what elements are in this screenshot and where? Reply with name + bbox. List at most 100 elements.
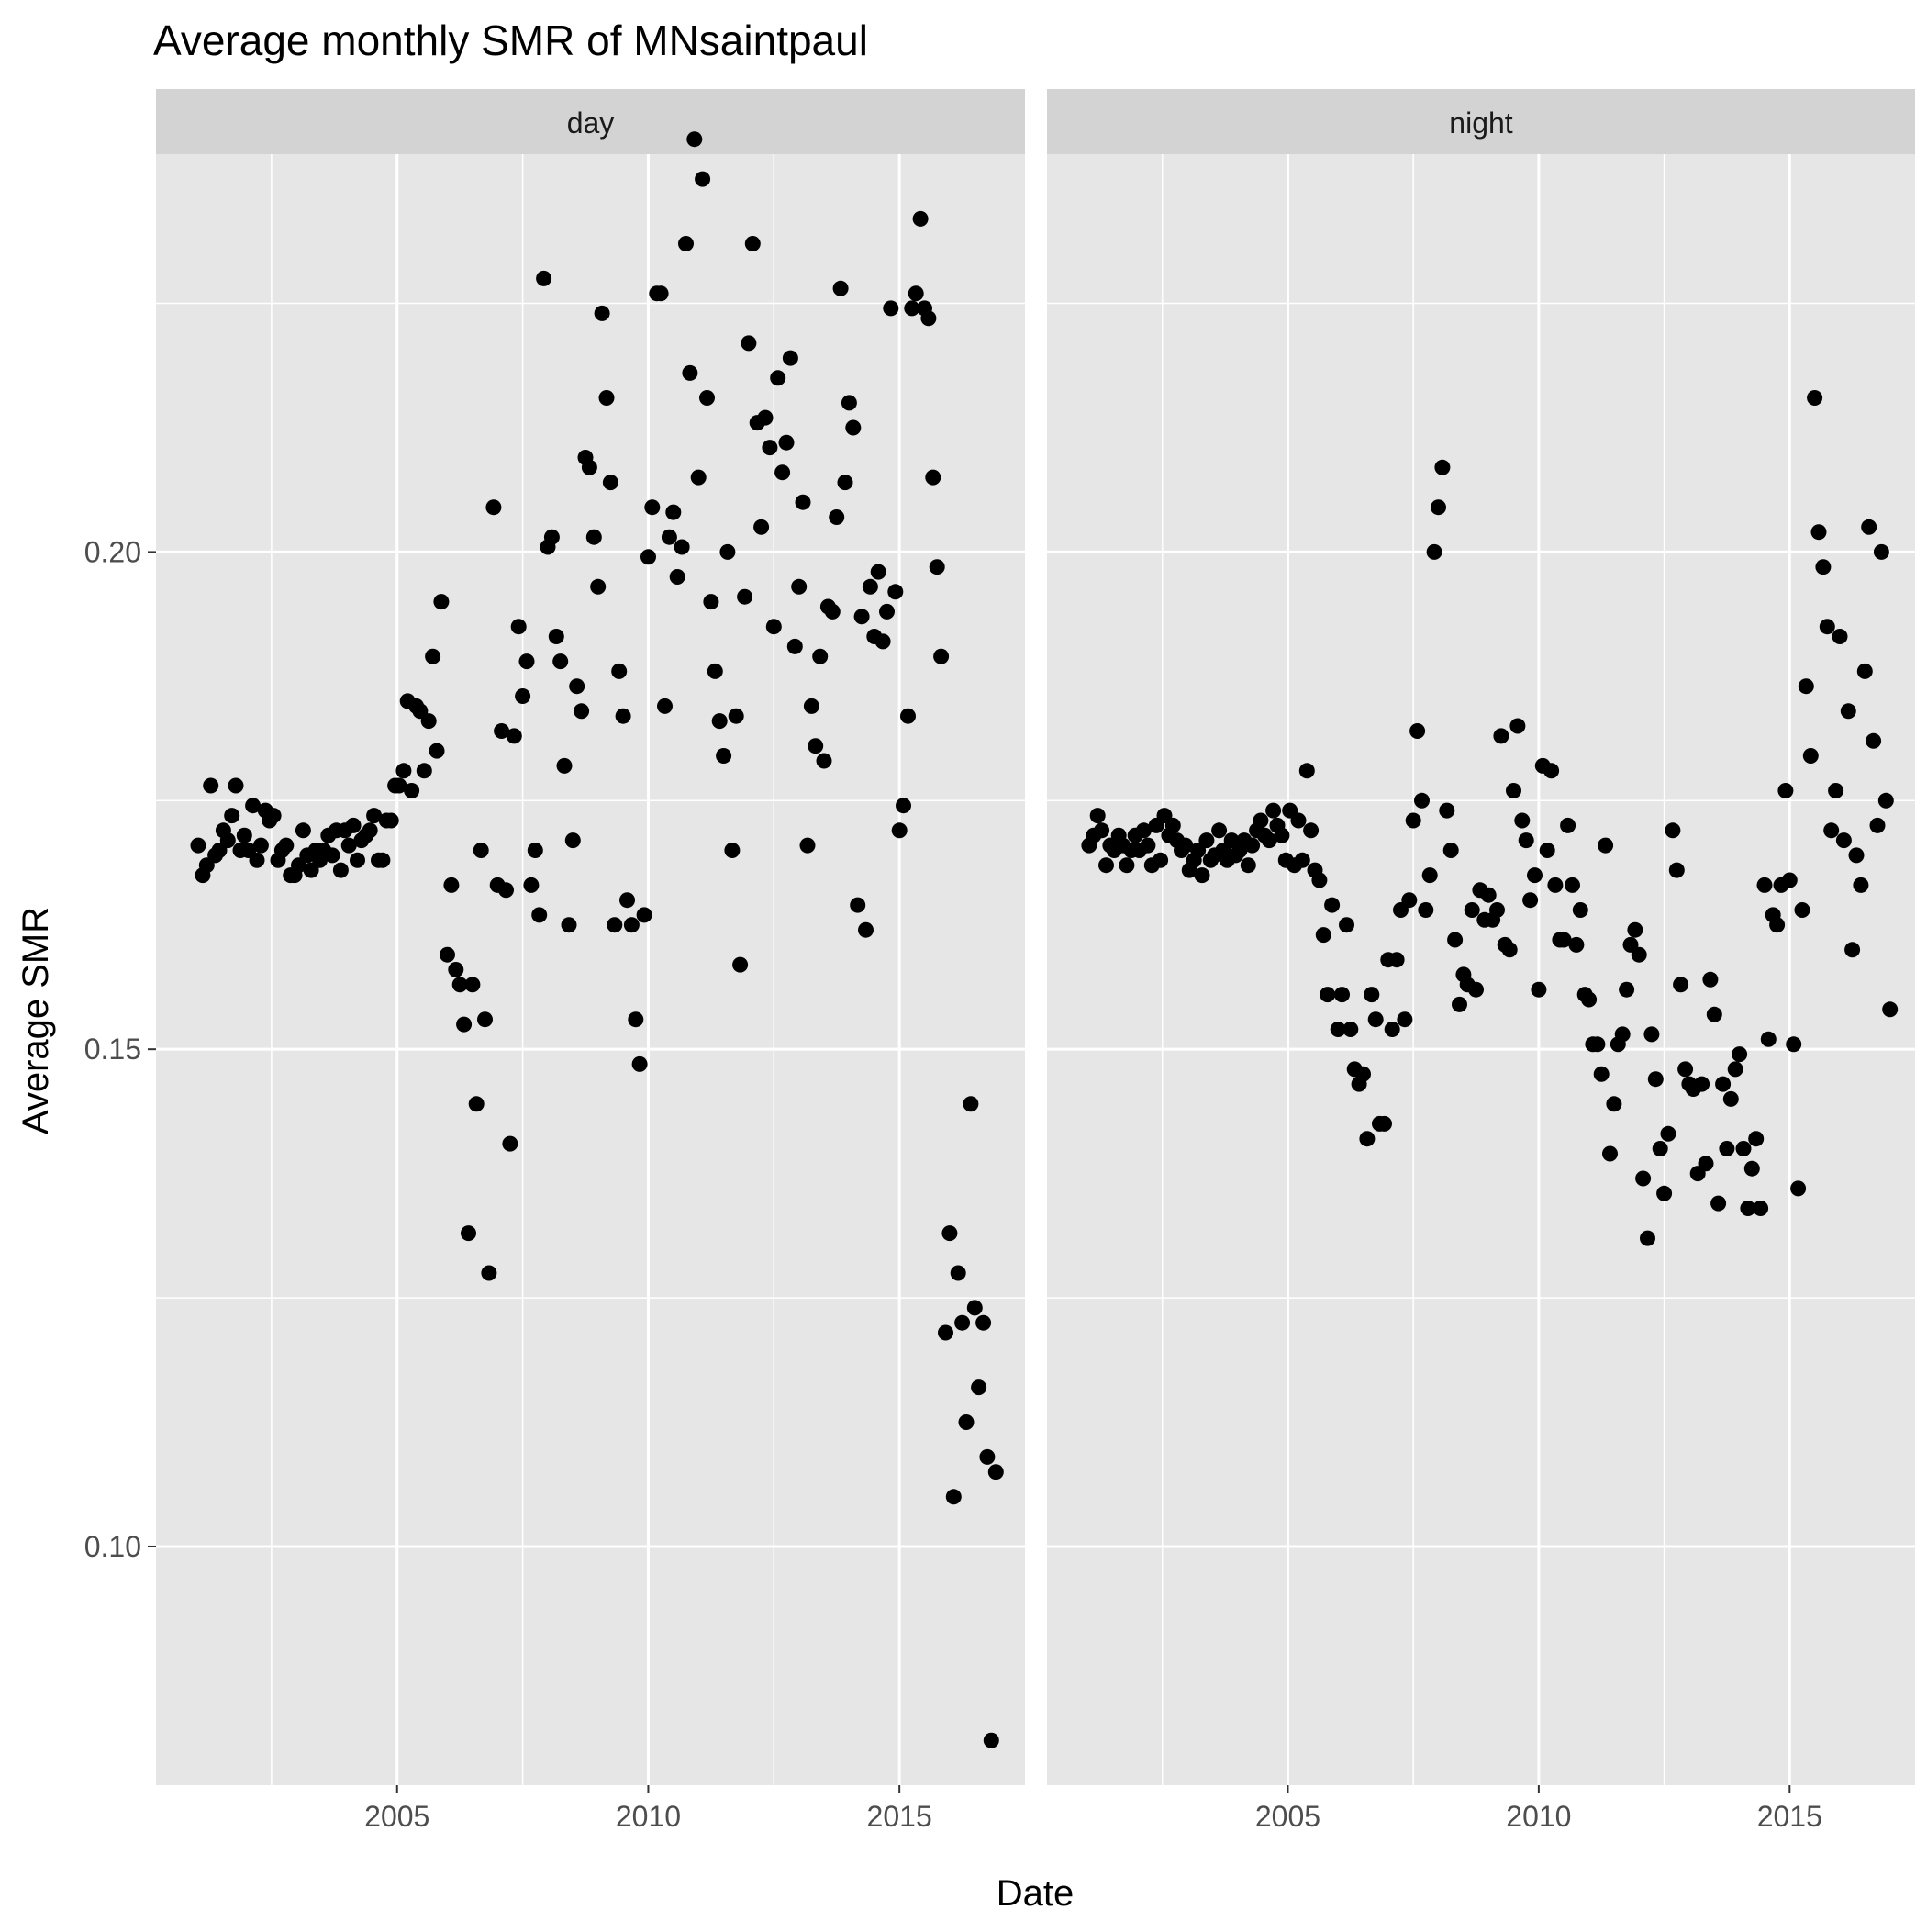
data-point xyxy=(1794,902,1810,918)
data-point xyxy=(1089,808,1106,824)
data-point xyxy=(1177,837,1194,854)
data-point xyxy=(920,310,937,327)
data-point xyxy=(1194,867,1210,884)
data-point xyxy=(1565,877,1580,893)
data-point xyxy=(883,300,899,317)
data-point xyxy=(870,564,886,580)
data-point xyxy=(728,708,744,724)
data-point xyxy=(1265,802,1282,819)
data-point xyxy=(674,539,690,555)
data-point xyxy=(695,171,711,187)
data-point xyxy=(464,977,481,993)
data-point xyxy=(523,877,540,893)
data-point xyxy=(1555,932,1572,948)
data-point xyxy=(631,1055,648,1072)
data-point xyxy=(1677,1061,1694,1078)
data-point xyxy=(845,419,862,436)
data-point xyxy=(1815,559,1832,575)
data-point xyxy=(1388,952,1405,968)
data-point xyxy=(891,822,908,839)
data-point xyxy=(433,594,450,610)
x-tick-label: 2010 xyxy=(616,1800,681,1833)
data-point xyxy=(228,777,244,794)
data-point xyxy=(1439,802,1455,819)
data-point xyxy=(1844,942,1861,958)
data-point xyxy=(682,364,698,381)
data-point xyxy=(795,494,811,510)
data-point xyxy=(1244,837,1261,854)
data-point xyxy=(690,469,707,486)
data-point xyxy=(975,1314,992,1331)
data-point xyxy=(1753,1201,1769,1216)
data-point xyxy=(904,300,920,317)
data-point xyxy=(887,584,904,600)
data-point xyxy=(420,713,437,730)
data-points-day xyxy=(190,131,1004,1748)
data-point xyxy=(1656,1185,1673,1201)
facet-strip-label: day xyxy=(567,106,615,140)
data-point xyxy=(1790,1180,1807,1197)
data-point xyxy=(1652,1141,1668,1156)
data-point xyxy=(1840,703,1856,720)
data-point xyxy=(590,578,607,595)
data-point xyxy=(1781,872,1798,888)
data-point xyxy=(1153,852,1169,868)
data-point xyxy=(574,703,590,720)
data-point xyxy=(1647,1071,1664,1088)
facet-panels: day 2005 2010 2015 0.10 0.15 0.20 night 2005 2010… xyxy=(84,89,1915,1833)
chart-title: Average monthly SMR of MNsaintpaul xyxy=(153,17,868,64)
facet-strip xyxy=(1047,89,1915,154)
data-point xyxy=(1522,892,1539,909)
data-point xyxy=(510,619,527,635)
data-point xyxy=(324,847,340,864)
data-point xyxy=(1848,847,1865,864)
data-point xyxy=(765,619,782,635)
data-point xyxy=(1119,857,1135,874)
data-point xyxy=(598,390,615,406)
data-point xyxy=(1807,390,1823,406)
data-point xyxy=(1384,1022,1400,1037)
data-point xyxy=(1367,1011,1384,1028)
data-point xyxy=(1136,822,1152,839)
data-point xyxy=(1866,732,1882,749)
data-point xyxy=(1882,1001,1899,1018)
data-point xyxy=(1198,832,1215,849)
data-point xyxy=(879,603,895,620)
data-point xyxy=(1418,902,1434,918)
data-point xyxy=(443,877,460,893)
data-point xyxy=(744,236,761,251)
facet-strip-label: night xyxy=(1449,106,1513,140)
data-point xyxy=(1606,1096,1622,1112)
data-points-night xyxy=(1081,390,1899,1246)
data-point xyxy=(451,977,468,993)
data-point xyxy=(1698,1156,1714,1172)
data-point xyxy=(1715,1076,1732,1092)
data-point xyxy=(966,1300,983,1316)
data-point xyxy=(958,1414,975,1430)
data-point xyxy=(1861,519,1877,535)
data-point xyxy=(366,808,383,824)
data-point xyxy=(461,1225,476,1242)
data-point xyxy=(1828,783,1844,798)
data-point xyxy=(737,588,753,605)
data-point xyxy=(699,390,715,406)
data-point xyxy=(1364,987,1380,1003)
data-point xyxy=(636,907,652,923)
data-point xyxy=(628,1011,644,1028)
data-point xyxy=(1589,1036,1606,1053)
data-point xyxy=(236,827,252,843)
data-point xyxy=(1211,822,1228,839)
data-point xyxy=(1468,981,1484,998)
data-point xyxy=(799,837,816,854)
data-point xyxy=(954,1314,971,1331)
data-point xyxy=(1802,748,1819,764)
data-point xyxy=(1631,946,1647,963)
data-point xyxy=(569,678,585,695)
data-point xyxy=(340,837,357,854)
data-point xyxy=(1702,971,1719,988)
data-point xyxy=(945,1489,962,1505)
data-point xyxy=(1760,1031,1777,1047)
data-point xyxy=(908,285,924,302)
data-point xyxy=(853,609,870,625)
data-point xyxy=(1786,1036,1802,1053)
